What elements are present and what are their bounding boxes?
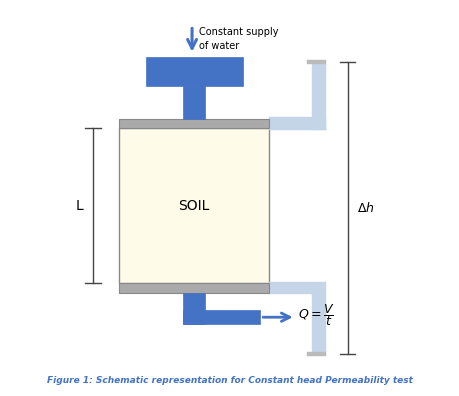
Bar — [119, 283, 269, 293]
Bar — [119, 118, 269, 128]
Text: L: L — [76, 199, 84, 213]
Bar — [183, 293, 205, 324]
Text: $Q = \dfrac{V}{t}$: $Q = \dfrac{V}{t}$ — [298, 302, 334, 328]
Text: SOIL: SOIL — [179, 199, 210, 213]
Bar — [269, 282, 326, 294]
Bar — [307, 352, 326, 356]
Bar — [269, 117, 326, 129]
Bar — [183, 310, 260, 324]
Bar — [119, 128, 269, 283]
Bar — [312, 294, 326, 352]
Bar — [307, 60, 326, 64]
Bar — [146, 57, 243, 86]
Bar — [312, 64, 326, 129]
Text: Figure 1: Schematic representation for Constant head Permeability test: Figure 1: Schematic representation for C… — [46, 376, 413, 385]
Text: Constant supply
of water: Constant supply of water — [199, 27, 278, 51]
Text: $\Delta h$: $\Delta h$ — [357, 201, 375, 215]
Bar — [183, 86, 205, 118]
